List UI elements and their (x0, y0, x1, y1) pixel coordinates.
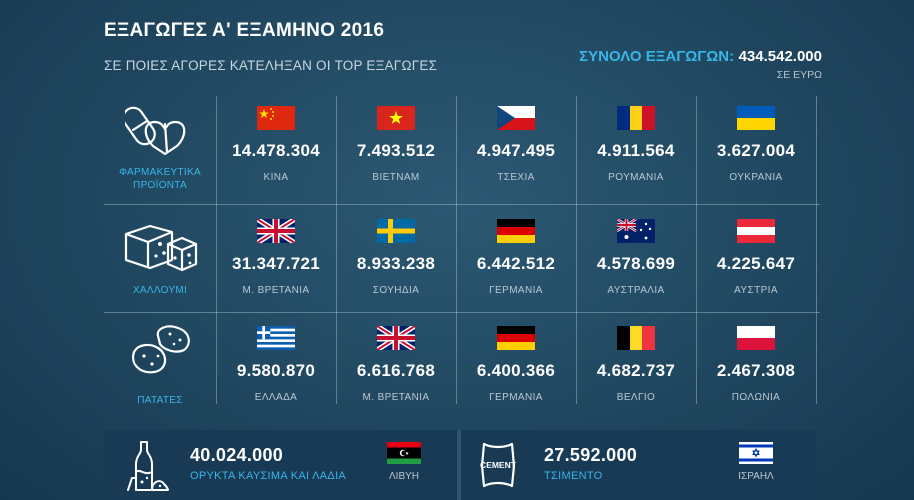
export-value: 2.467.308 (716, 361, 796, 380)
potatoes-icon (132, 325, 190, 374)
country-name: ΒΙΕΤΝΑΜ (372, 172, 420, 183)
export-value: 4.911.564 (597, 141, 675, 160)
export-value: 7.493.512 (356, 141, 436, 160)
bottom-value: 40.024.000 (190, 445, 284, 465)
page-subtitle: ΣΕ ΠΟΙΕΣ ΑΓΟΡΕΣ ΚΑΤΕΛΗΞΑΝ ΟΙ TOP ΕΞΑΓΩΓΕ… (104, 58, 438, 73)
market-cell: 7.493.512 ΒΙΕΤΝΑΜ (336, 106, 456, 183)
uk-flag-icon (257, 219, 295, 243)
exports-grid: ΦΑΡΜΑΚΕΥΤΙΚΑ ΠΡΟΪΟΝΤΑ ΧΑΛΛΟΥΜΙ (104, 96, 820, 407)
grid-divider (216, 96, 217, 404)
market-cell: 2.467.308 ΠΟΛΩΝΙΑ (696, 326, 816, 403)
market-cell: 14.478.304 ΚΙΝΑ (216, 106, 336, 183)
country-name: ΤΣΕΧΙΑ (497, 172, 535, 183)
bottom-label: ΤΣΙΜΕΝΤΟ (544, 470, 603, 482)
market-cell: 3.627.004 ΟΥΚΡΑΝΙΑ (696, 106, 816, 183)
total-value: 434.542.000 (738, 48, 822, 65)
market-cell: 4.578.699 ΑΥΣΤΡΑΛΙΑ (576, 219, 696, 296)
export-value: 4.225.647 (716, 254, 796, 273)
country-name: ΓΕΡΜΑΝΙΑ (489, 392, 543, 403)
grid-divider (576, 96, 577, 404)
bottom-divider (457, 430, 461, 500)
category-label: ΦΑΡΜΑΚΕΥΤΙΚΑ ΠΡΟΪΟΝΤΑ (119, 167, 201, 191)
greece-flag-icon (257, 326, 295, 350)
bottom-value: 27.592.000 (544, 445, 638, 465)
cement-bag-text: CEMENT (480, 460, 517, 470)
country-name: ΓΕΡΜΑΝΙΑ (489, 285, 543, 296)
country-name: ΑΥΣΤΡΙΑ (734, 285, 778, 296)
market-cell: 4.911.564 ΡΟΥΜΑΝΙΑ (576, 106, 696, 183)
market-cell: 6.400.366 ΓΕΡΜΑΝΙΑ (456, 326, 576, 403)
total-label: ΣΥΝΟΛΟ ΕΞΑΓΩΓΩΝ: (579, 48, 735, 65)
poland-flag-icon (737, 326, 775, 350)
grid-divider (696, 96, 697, 404)
bottom-highlights: 40.024.000 ΟΡΥΚΤΑ ΚΑΥΣΙΜΑ ΚΑΙ ΛΑΔΙΑ ΛΙΒΥ… (104, 430, 816, 500)
country-name: Μ. ΒΡΕΤΑΝΙΑ (242, 285, 310, 296)
market-cell: 4.225.647 ΑΥΣΤΡΙΑ (696, 219, 816, 296)
country-name: ΑΥΣΤΡΑΛΙΑ (607, 285, 665, 296)
israel-flag-icon (739, 442, 773, 464)
bottom-country: ΛΙΒΥΗ (388, 471, 420, 482)
country-name: ΚΙΝΑ (263, 172, 289, 183)
romania-flag-icon (617, 106, 655, 130)
libya-flag-icon (387, 442, 421, 464)
export-value: 6.400.366 (476, 361, 556, 380)
pills-icon (125, 106, 186, 156)
country-name: ΟΥΚΡΑΝΙΑ (729, 172, 783, 183)
uk-flag-icon (377, 326, 415, 350)
export-value: 9.580.870 (236, 361, 316, 380)
export-value: 4.682.737 (596, 361, 676, 380)
export-value: 6.616.768 (356, 361, 436, 380)
austria-flag-icon (737, 219, 775, 243)
category-label: ΧΑΛΛΟΥΜΙ (132, 285, 188, 296)
market-cell: 8.933.238 ΣΟΥΗΔΙΑ (336, 219, 456, 296)
export-value: 31.347.721 (231, 254, 321, 273)
page-title: ΕΞΑΓΩΓΕΣ Α' ΕΞΑΜΗΝΟ 2016 (104, 20, 385, 41)
bottom-country: ΙΣΡΑΗΛ (738, 471, 774, 482)
category-potatoes: ΠΑΤΑΤΕΣ (104, 324, 216, 407)
total-unit: ΣΕ ΕΥΡΩ (776, 69, 822, 81)
grid-divider (104, 312, 820, 313)
market-cell: 4.682.737 ΒΕΛΓΙΟ (576, 326, 696, 403)
country-name: ΠΟΛΩΝΙΑ (731, 392, 781, 403)
market-cell: 6.442.512 ΓΕΡΜΑΝΙΑ (456, 219, 576, 296)
belgium-flag-icon (617, 326, 655, 350)
vietnam-flag-icon (377, 106, 415, 130)
export-value: 4.578.699 (596, 254, 676, 273)
grid-divider (104, 204, 820, 205)
export-value: 14.478.304 (231, 141, 321, 160)
country-name: ΣΟΥΗΔΙΑ (372, 285, 420, 296)
sweden-flag-icon (377, 219, 415, 243)
market-cell: 4.947.495 ΤΣΕΧΙΑ (456, 106, 576, 183)
germany-flag-icon (497, 326, 535, 350)
cheese-icon (124, 224, 198, 272)
country-name: Μ. ΒΡΕΤΑΝΙΑ (362, 392, 430, 403)
market-cell: 6.616.768 Μ. ΒΡΕΤΑΝΙΑ (336, 326, 456, 403)
country-name: ΡΟΥΜΑΝΙΑ (608, 172, 664, 183)
export-value: 3.627.004 (716, 141, 796, 160)
germany-flag-icon (497, 219, 535, 243)
country-name: ΒΕΛΓΙΟ (616, 392, 656, 403)
export-value: 6.442.512 (476, 254, 556, 273)
australia-flag-icon (617, 219, 655, 243)
grid-divider (816, 96, 817, 404)
grid-divider (336, 96, 337, 404)
category-label: ΠΑΤΑΤΕΣ (137, 395, 183, 406)
export-value: 4.947.495 (476, 141, 556, 160)
category-pharmaceuticals: ΦΑΡΜΑΚΕΥΤΙΚΑ ΠΡΟΪΟΝΤΑ (104, 100, 216, 192)
bottom-label: ΟΡΥΚΤΑ ΚΑΥΣΙΜΑ ΚΑΙ ΛΑΔΙΑ (190, 470, 347, 482)
china-flag-icon (257, 106, 295, 130)
grid-divider (456, 96, 457, 404)
ukraine-flag-icon (737, 106, 775, 130)
category-halloumi: ΧΑΛΛΟΥΜΙ (104, 220, 216, 297)
export-value: 8.933.238 (356, 254, 436, 273)
market-cell: 9.580.870 ΕΛΛΑΔΑ (216, 326, 336, 403)
czech-flag-icon (497, 106, 535, 130)
market-cell: 31.347.721 Μ. ΒΡΕΤΑΝΙΑ (216, 219, 336, 296)
oil-bottles-icon (127, 441, 169, 491)
country-name: ΕΛΛΑΔΑ (254, 392, 298, 403)
total-exports: ΣΥΝΟΛΟ ΕΞΑΓΩΓΩΝ: 434.542.000 ΣΕ ΕΥΡΩ (579, 48, 822, 81)
cement-bag-icon: CEMENT (480, 442, 517, 488)
